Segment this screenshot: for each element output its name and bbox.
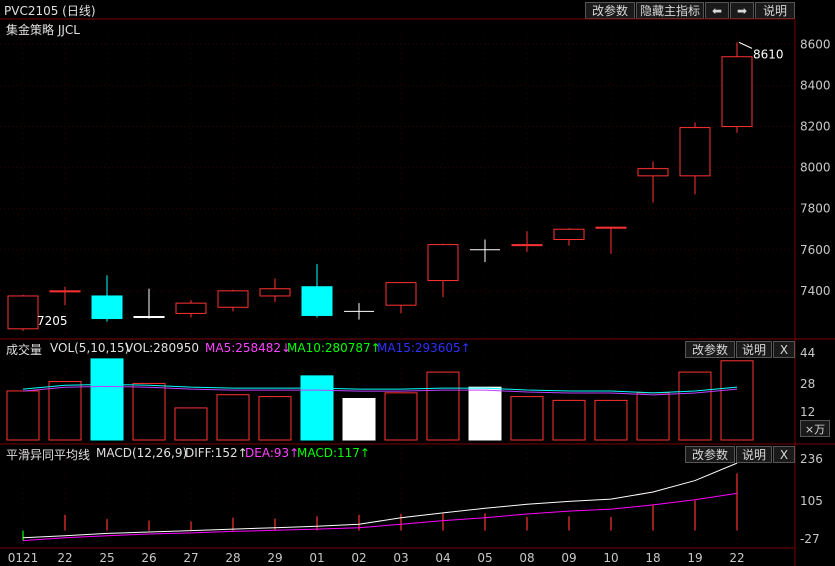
price-tick-label: 7800 [800, 202, 831, 216]
candle-body-up [427, 244, 459, 282]
macd-tick-236: 236 [800, 452, 823, 466]
x-axis-label: 22 [729, 551, 744, 565]
volume-close-icon[interactable]: X [773, 341, 795, 358]
ma15-value: MA15:293605↑ [377, 341, 471, 355]
macd-value: MACD:117↑ [297, 446, 370, 460]
candle-body-down [91, 295, 123, 320]
x-axis-label: 09 [561, 551, 576, 565]
macd-tick-neg27: -27 [800, 532, 820, 546]
x-axis-label: 19 [687, 551, 702, 565]
volume-bar [594, 399, 628, 441]
hide-indicator-button[interactable]: 隐藏主指标 [636, 2, 704, 19]
volume-bar [216, 394, 250, 441]
volume-label: 成交量 [6, 343, 43, 357]
next-arrow-icon[interactable]: ➡ [730, 2, 754, 19]
candle-body-down [133, 315, 165, 319]
high-price-label: 8610 [753, 47, 784, 61]
macd-dea: DEA:93↑ [245, 446, 300, 460]
price-tick-label: 8600 [800, 37, 831, 51]
volume-bar [300, 375, 334, 441]
macd-params: MACD(12,26,9) [96, 446, 188, 460]
price-tick-label: 7600 [800, 243, 831, 257]
candle-body-up [217, 290, 249, 308]
volume-bar [720, 360, 754, 441]
volume-bar [636, 392, 670, 441]
candle-body-up [511, 244, 543, 247]
x-axis-label: 04 [435, 551, 450, 565]
prev-arrow-icon[interactable]: ⬅ [705, 2, 729, 19]
x-axis-label: 22 [57, 551, 72, 565]
x-axis-label: 02 [351, 551, 366, 565]
volume-ma-line [22, 383, 738, 394]
volume-bar [48, 381, 82, 441]
volume-bar [426, 371, 460, 441]
x-axis-label: 26 [141, 551, 156, 565]
vol-params: VOL(5,10,15) [50, 341, 130, 355]
volume-bar [90, 358, 124, 441]
volume-bar [132, 382, 166, 441]
volume-ma5-line [22, 385, 738, 396]
volume-bar [6, 390, 40, 441]
candle-body-up [175, 302, 207, 314]
low-price-label: 7205 [37, 314, 68, 328]
change-params-button[interactable]: 改参数 [585, 2, 635, 19]
candle-body-up [679, 127, 711, 177]
volume-bar [258, 396, 292, 441]
candle-body-up [259, 288, 291, 297]
macd-label: 平滑异同平均线 [6, 448, 91, 462]
vol-value: VOL:280950 [125, 341, 199, 355]
volume-bar [678, 371, 712, 441]
candle-body-up [595, 226, 627, 229]
candle-body-up [385, 282, 417, 306]
price-tick-label: 8000 [800, 161, 831, 175]
candle-body-up [7, 295, 39, 330]
candle-body-up [553, 228, 585, 240]
macd-dea-line [22, 492, 738, 542]
macd-explain-button[interactable]: 说明 [736, 446, 772, 463]
volume-explain-button[interactable]: 说明 [736, 341, 772, 358]
x-axis-label: 27 [183, 551, 198, 565]
macd-diff: DIFF:152↑ [185, 446, 248, 460]
candle-body-up [637, 168, 669, 177]
price-tick-label: 8200 [800, 120, 831, 134]
volume-bar [510, 396, 544, 441]
x-axis-label: 0121 [8, 551, 39, 565]
candle-body-up [721, 56, 753, 128]
x-axis-label: 05 [477, 551, 492, 565]
chart-title: PVC2105 (日线) [4, 4, 96, 18]
candle-body-up [49, 290, 81, 293]
candle-body-down [301, 286, 333, 316]
strategy-label: 集金策略 JJCL [6, 23, 80, 37]
volume-tick-44: 44 [800, 346, 816, 360]
high-marker-line [738, 41, 753, 49]
volume-bar [384, 392, 418, 441]
macd-change-params-button[interactable]: 改参数 [685, 446, 735, 463]
volume-bar [468, 386, 502, 441]
x-axis-label: 08 [519, 551, 534, 565]
volume-change-params-button[interactable]: 改参数 [685, 341, 735, 358]
ma5-value: MA5:258482↓ [205, 341, 292, 355]
macd-tick-105: 105 [800, 494, 823, 508]
price-tick-label: 7400 [800, 284, 831, 298]
macd-close-icon[interactable]: X [773, 446, 795, 463]
x-axis-label: 10 [603, 551, 618, 565]
volume-bar [552, 399, 586, 441]
x-axis-label: 28 [225, 551, 240, 565]
x-axis-label: 18 [645, 551, 660, 565]
volume-unit-badge[interactable]: ×万 [800, 420, 830, 437]
volume-tick-12: 12 [800, 405, 816, 419]
x-axis-label: 01 [309, 551, 324, 565]
x-axis-label: 25 [99, 551, 114, 565]
x-axis-label: 29 [267, 551, 282, 565]
volume-bar [174, 407, 208, 441]
volume-bar [342, 398, 376, 441]
macd-diff-line [22, 462, 738, 539]
ma10-value: MA10:280787↑ [287, 341, 381, 355]
price-tick-label: 8400 [800, 78, 831, 92]
volume-tick-28: 28 [800, 377, 816, 391]
x-axis-label: 03 [393, 551, 408, 565]
